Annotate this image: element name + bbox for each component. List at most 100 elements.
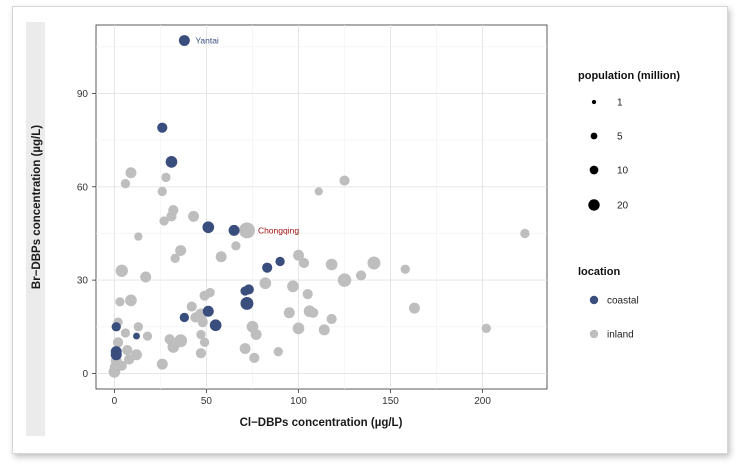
inland-point — [337, 273, 352, 287]
size-legend-label: 1 — [617, 98, 623, 109]
size-legend-key — [588, 199, 600, 211]
point-annotations: Yantai Chongqing — [195, 36, 299, 236]
size-legend: 1 5 10 20 — [588, 98, 629, 212]
inland-point — [314, 187, 323, 196]
inland-point — [308, 307, 319, 318]
inland-point — [231, 241, 241, 251]
inland-point — [115, 297, 125, 307]
inland-point — [120, 328, 131, 338]
inland-point — [197, 317, 208, 328]
inland-point — [339, 175, 350, 186]
size-legend-label: 10 — [617, 166, 629, 177]
coastal-point — [240, 286, 250, 296]
inland-point — [325, 258, 338, 271]
inland-point — [168, 205, 179, 216]
coastal-point — [202, 305, 214, 317]
inland-point — [302, 289, 313, 300]
inland-point — [205, 287, 215, 298]
inland-point — [170, 253, 180, 263]
inland-point — [159, 216, 169, 226]
inland-point — [140, 271, 152, 283]
color-legend-key — [589, 329, 599, 339]
inland-point — [293, 249, 304, 261]
point-annotation: Chongqing — [258, 225, 299, 235]
coastal-point — [179, 312, 190, 323]
size-legend-label: 5 — [617, 132, 623, 143]
inland-point — [481, 323, 491, 333]
coastal-point — [157, 122, 168, 133]
y-tick-label: 0 — [82, 369, 88, 380]
coastal-point — [110, 349, 122, 361]
coastal-point — [275, 256, 285, 267]
x-axis-title: Cl−DBPs concentration (µg/L) — [240, 417, 403, 429]
inland-point — [125, 294, 137, 307]
inland-point — [109, 362, 120, 372]
inland-point — [238, 222, 255, 239]
point-annotation: Yantai — [195, 36, 219, 46]
color-legend-label: coastal — [607, 296, 639, 307]
inland-point — [215, 251, 227, 263]
inland-point — [116, 360, 127, 371]
inland-point — [199, 337, 210, 347]
inland-point — [157, 186, 167, 197]
inland-point — [400, 264, 410, 274]
x-tick-label: 0 — [112, 396, 118, 407]
inland-point — [122, 345, 133, 356]
inland-point — [133, 322, 143, 332]
coastal-point — [262, 262, 273, 273]
y-tick-label: 60 — [77, 182, 89, 193]
x-tick-label: 50 — [201, 396, 213, 407]
coastal-point — [111, 322, 121, 332]
x-tick-label: 100 — [290, 396, 307, 407]
coastal-point — [133, 332, 140, 340]
inland-point — [250, 329, 262, 341]
inland-point — [273, 347, 283, 357]
inland-point — [196, 329, 206, 340]
size-legend-key — [589, 165, 599, 175]
size-legend-key — [590, 132, 598, 140]
inland-point — [298, 257, 310, 269]
inland-point — [408, 302, 420, 314]
y-axis-title: Br−DBPs concentration (µg/L) — [31, 125, 43, 289]
inland-point — [167, 341, 180, 353]
coastal-point — [202, 221, 215, 234]
inland-point — [283, 307, 295, 319]
coastal-point — [165, 156, 178, 168]
x-axis-ticks: 0 50 100 150 200 — [112, 389, 491, 407]
inland-point — [120, 179, 131, 189]
inland-point — [287, 280, 299, 293]
inland-point — [175, 245, 187, 257]
y-axis-ticks: 0 30 60 90 — [77, 89, 96, 380]
inland-point — [161, 172, 171, 183]
coastal-point — [209, 319, 222, 332]
inland-point — [156, 358, 168, 370]
inland-point — [195, 348, 207, 359]
inland-point — [112, 337, 124, 348]
inland-point — [367, 256, 381, 270]
coastal-point — [240, 296, 254, 310]
size-legend-label: 20 — [617, 201, 629, 212]
color-legend: coastal inland — [589, 296, 639, 341]
size-legend-key — [591, 99, 597, 105]
x-tick-label: 200 — [474, 396, 491, 407]
inland-point — [292, 322, 305, 335]
inland-point — [249, 352, 260, 363]
inland-point — [134, 232, 143, 241]
inland-point — [188, 210, 200, 222]
inland-point — [190, 312, 201, 323]
y-tick-label: 30 — [77, 276, 89, 287]
inland-point — [355, 270, 367, 281]
x-tick-label: 150 — [382, 396, 399, 407]
inland-point — [124, 354, 135, 365]
inland-point — [326, 313, 337, 325]
coastal-points — [110, 35, 285, 361]
side-strip — [26, 22, 45, 436]
inland-point — [125, 167, 137, 179]
inland-point — [142, 331, 153, 341]
inland-point — [186, 301, 197, 312]
inland-point — [259, 277, 272, 290]
size-legend-title: population (million) — [578, 70, 680, 82]
color-legend-title: location — [578, 266, 620, 278]
inland-point — [520, 228, 530, 239]
